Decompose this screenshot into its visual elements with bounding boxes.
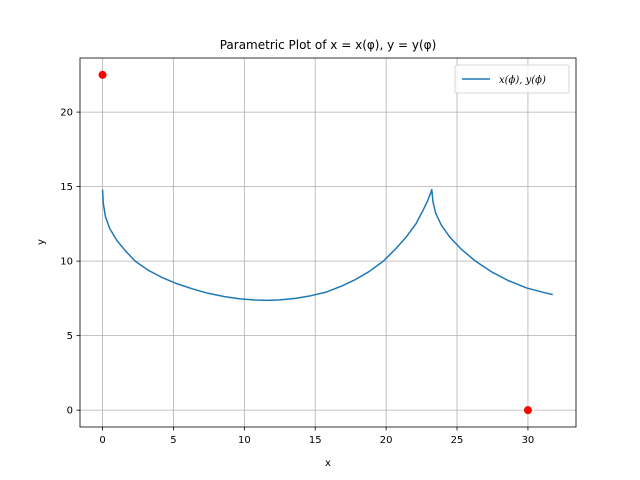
plot-area — [98, 70, 553, 415]
y-tick-label: 10 — [60, 257, 73, 268]
plot-frame — [79, 57, 577, 428]
axis-ticks: 0 5 10 15 20 25 30 0 5 10 15 20 — [60, 108, 534, 446]
x-tick-label: 0 — [99, 435, 105, 446]
legend-entry-label: x(ϕ), y(ϕ) — [499, 75, 546, 86]
x-tick-label: 5 — [170, 435, 176, 446]
y-axis-label: y — [36, 239, 47, 245]
x-tick-label: 30 — [522, 435, 535, 446]
x-tick-label: 20 — [380, 435, 393, 446]
red-marker-point — [98, 70, 107, 79]
x-tick-label: 15 — [309, 435, 322, 446]
y-tick-label: 0 — [67, 406, 73, 417]
x-tick-label: 10 — [238, 435, 251, 446]
legend: x(ϕ), y(ϕ) — [454, 64, 570, 94]
y-tick-label: 5 — [67, 331, 73, 342]
grid-lines — [80, 58, 576, 427]
series-line — [101, 188, 553, 302]
legend-box — [454, 64, 570, 94]
chart-title: Parametric Plot of x = x(φ), y = y(φ) — [220, 38, 437, 52]
y-tick-label: 20 — [60, 108, 73, 119]
x-tick-label: 25 — [451, 435, 464, 446]
red-marker-point — [523, 406, 532, 415]
x-axis-label: x — [325, 458, 331, 469]
y-tick-label: 15 — [60, 182, 73, 193]
